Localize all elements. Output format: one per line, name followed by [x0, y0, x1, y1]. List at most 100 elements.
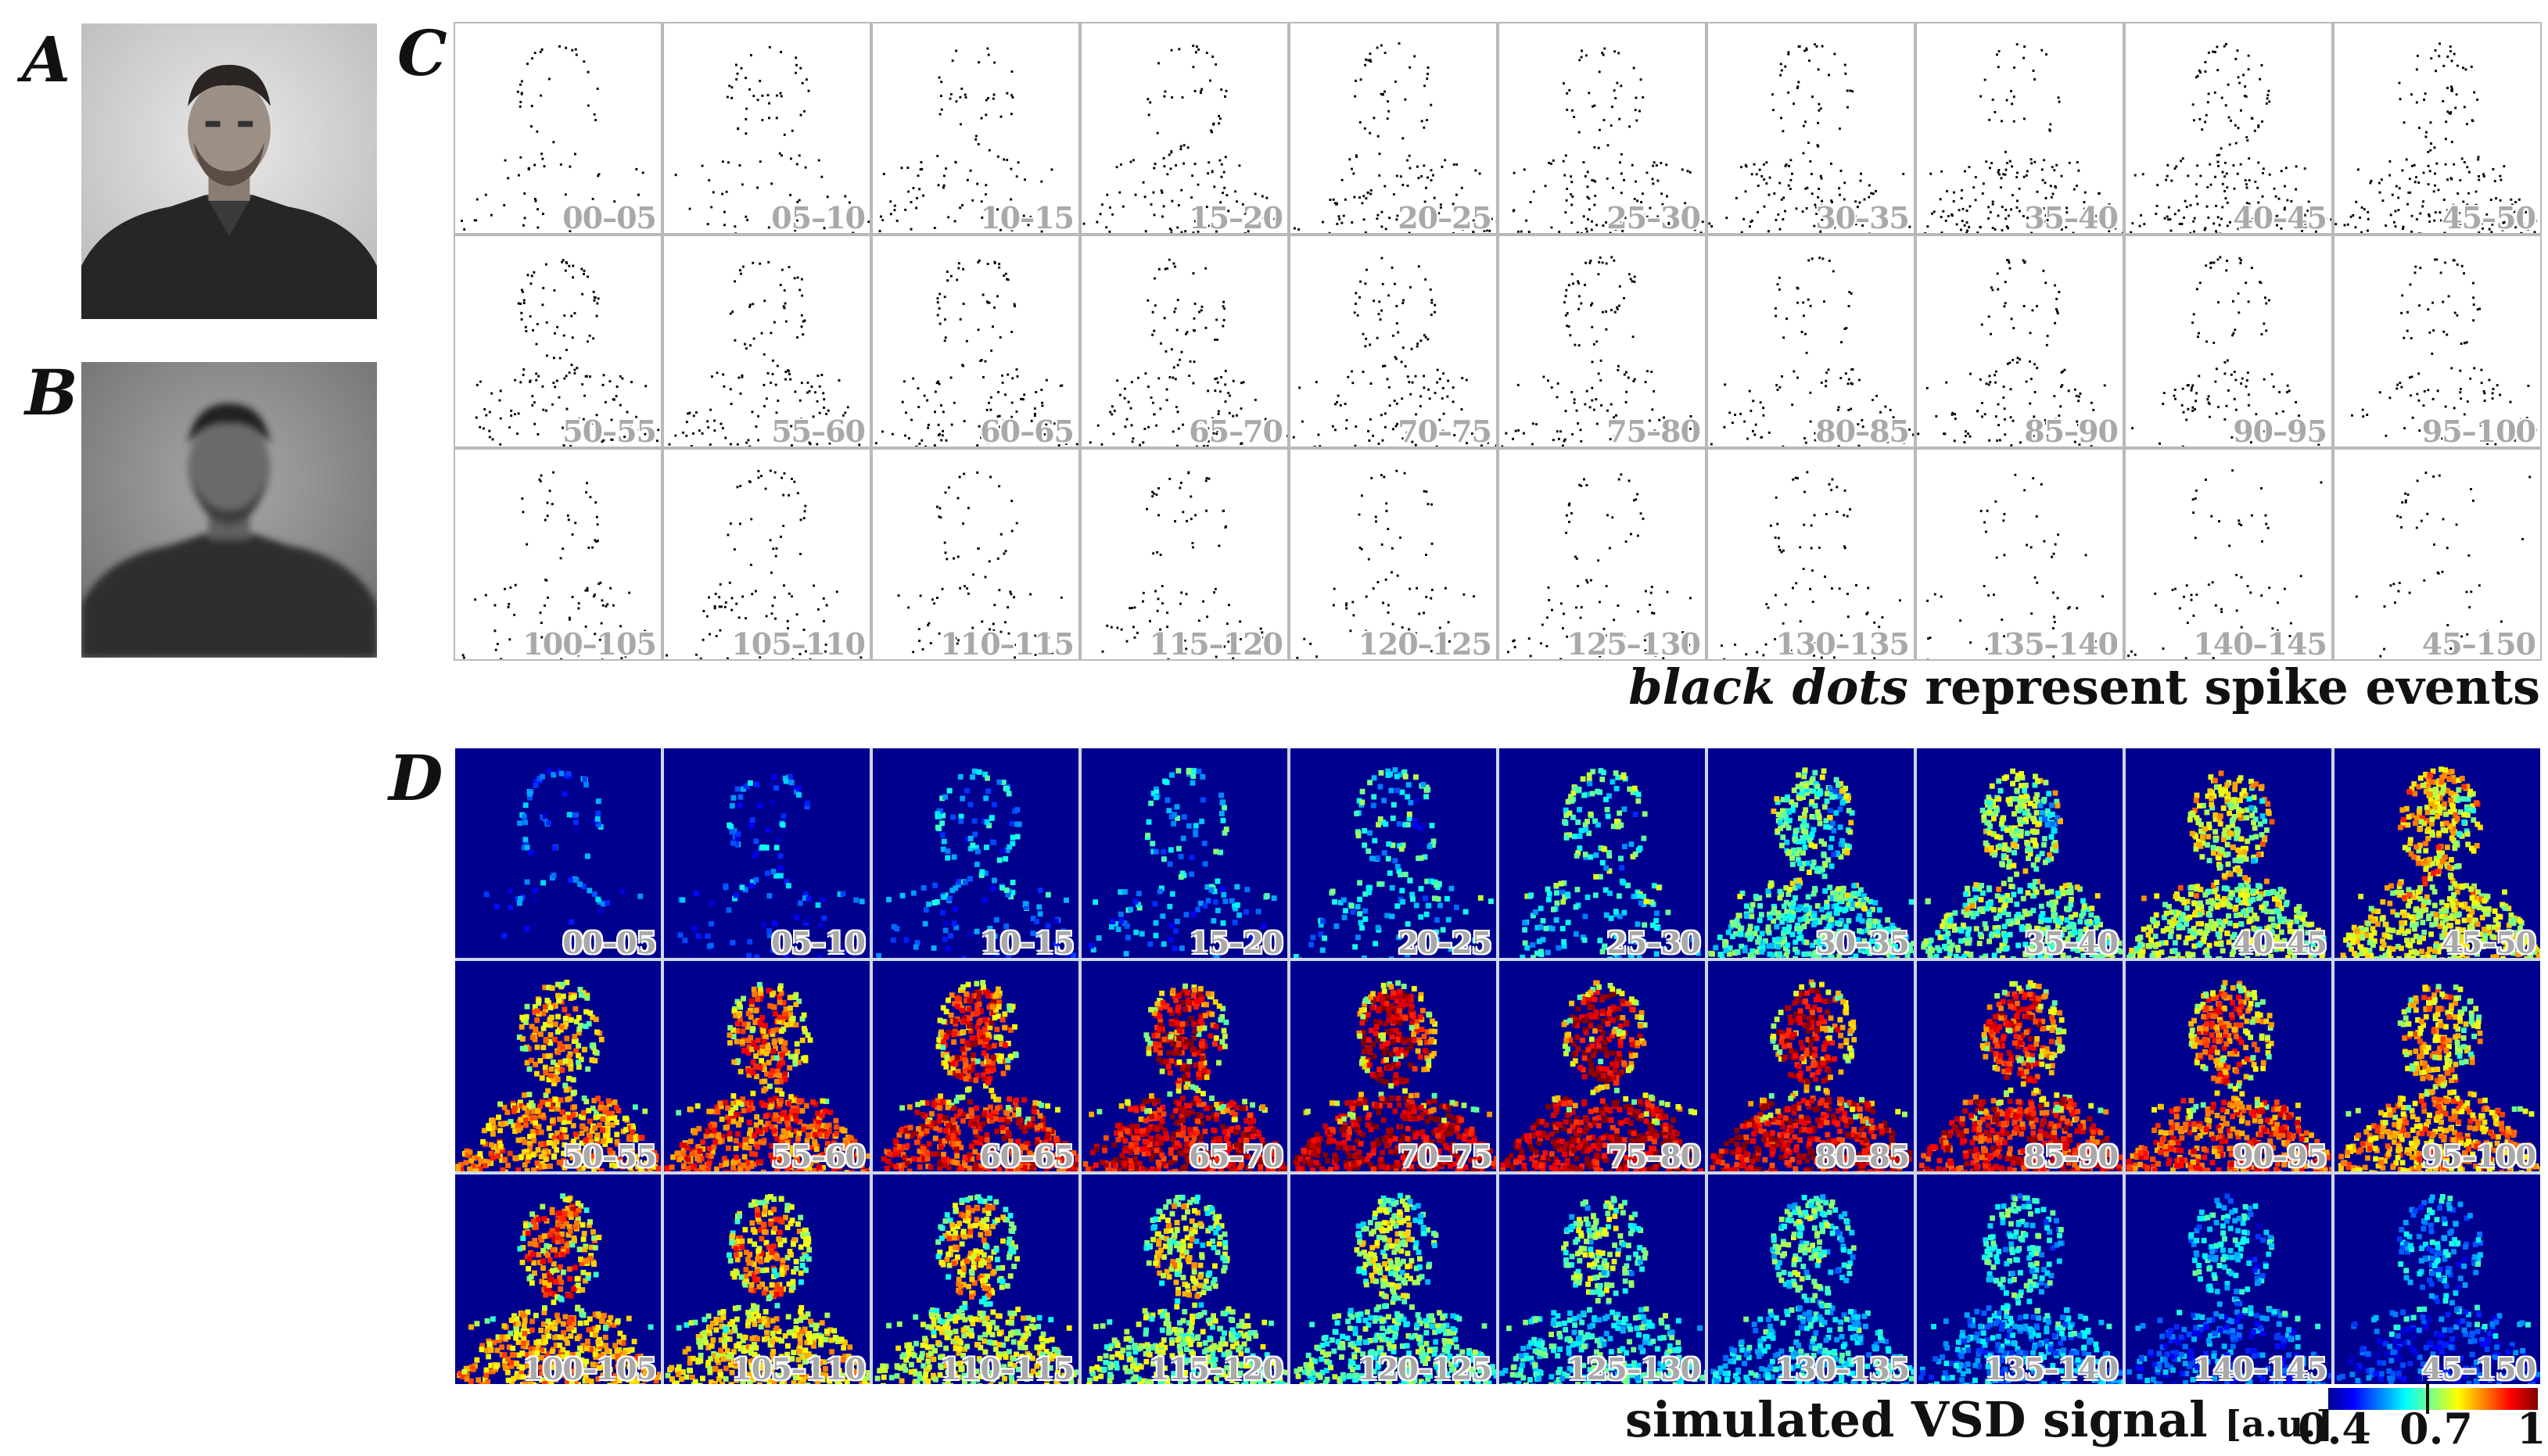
spike-frame: 85–90 [1915, 235, 2124, 448]
frame-time-label: 25–30 [1606, 200, 1701, 234]
spike-frame: 50–55 [454, 235, 662, 448]
colorbar-min-label: 0.4 [2298, 1404, 2371, 1454]
vsd-frame: 00–05 [455, 748, 661, 959]
frame-time-label: 100–105 [522, 1351, 657, 1384]
frame-time-label: 115–120 [1149, 626, 1283, 659]
frame-time-label: 15–20 [1189, 200, 1283, 234]
spike-frame: 130–135 [1706, 447, 1915, 662]
colorbar-mid-tick [2426, 1382, 2429, 1414]
vsd-frame: 120–125 [1290, 1174, 1496, 1384]
vsd-frame: 60–65 [873, 961, 1078, 1171]
caption-rest-part: represent spike events [1907, 658, 2540, 715]
vsd-map [1710, 979, 1914, 1171]
vsd-map [2126, 770, 2331, 959]
spike-frame: 120–125 [1289, 447, 1498, 662]
frame-time-label: 90–95 [2233, 413, 2327, 446]
caption-main-part: simulated VSD signal [1625, 1391, 2225, 1448]
frame-time-label: 140–145 [2193, 626, 2327, 659]
frame-time-label: 40–45 [2233, 200, 2327, 234]
vsd-colorbar [2328, 1388, 2538, 1410]
spike-frame: 25–30 [1498, 21, 1706, 235]
spike-dots [668, 261, 861, 446]
frame-time-label: 140–145 [2193, 1351, 2327, 1384]
frame-time-label: 50–55 [562, 1138, 657, 1171]
spike-frame: 110–115 [871, 447, 1080, 662]
vsd-map [1710, 1193, 1914, 1384]
frame-time-label: 135–140 [1984, 1351, 2119, 1384]
frame-time-label: 45–150 [2421, 1351, 2536, 1384]
vsd-map [1500, 981, 1703, 1171]
vsd-frame: 115–120 [1082, 1174, 1287, 1384]
panel-label-a: A [22, 23, 71, 96]
frame-time-label: 45–50 [2442, 200, 2536, 234]
frame-time-label: 125–130 [1566, 1351, 1701, 1384]
caption-italic-part: black dots [1628, 658, 1908, 715]
spike-dots [1082, 45, 1281, 234]
spike-frame: 100–105 [454, 447, 662, 662]
original-portrait-image [81, 23, 377, 319]
frame-time-label: 55–60 [771, 1138, 866, 1171]
frame-time-label: 80–85 [1815, 1138, 1910, 1171]
frame-time-label: 30–35 [1815, 925, 1910, 959]
vsd-map [1499, 1196, 1705, 1384]
spike-frame: 35–40 [1915, 21, 2124, 235]
vsd-frame: 05–10 [664, 748, 870, 959]
vsd-map [677, 774, 865, 959]
spike-frame: 60–65 [871, 235, 1080, 448]
spike-frame: 15–20 [1080, 21, 1289, 235]
frame-time-label: 60–65 [980, 413, 1075, 446]
frame-time-label: 40–45 [2233, 925, 2327, 959]
vsd-frame: 45–150 [2334, 1174, 2540, 1384]
spike-frame: 105–110 [662, 447, 871, 662]
spike-frame: 20–25 [1289, 21, 1498, 235]
vsd-frame: 70–75 [1290, 961, 1496, 1171]
frame-time-label: 70–75 [1398, 413, 1492, 446]
spike-frame: 115–120 [1080, 447, 1289, 662]
vsd-map [2336, 1193, 2540, 1384]
frame-time-label: 15–20 [1189, 925, 1283, 959]
spike-frame: 80–85 [1706, 235, 1915, 448]
vsd-frame: 35–40 [1917, 748, 2123, 959]
vsd-frame: 45–50 [2334, 748, 2540, 959]
frame-time-label: 10–15 [980, 925, 1075, 959]
vsd-frame: 20–25 [1290, 748, 1496, 959]
frame-time-label: 55–60 [771, 413, 866, 446]
frame-time-label: 35–40 [2024, 200, 2119, 234]
vsd-map [1293, 767, 1494, 959]
vsd-frame: 65–70 [1082, 961, 1287, 1171]
frame-time-label: 00–05 [562, 200, 657, 234]
vsd-map [2126, 980, 2331, 1171]
frame-time-label: 35–40 [2024, 925, 2119, 959]
vsd-frame: 85–90 [1917, 961, 2123, 1171]
frame-time-label: 120–125 [1358, 1351, 1492, 1384]
frame-time-label: 120–125 [1358, 626, 1492, 659]
vsd-frame: 110–115 [873, 1174, 1078, 1384]
spike-frame: 125–130 [1498, 447, 1706, 662]
frame-time-label: 135–140 [1984, 626, 2119, 659]
spike-dots [475, 259, 660, 446]
colorbar-mid-label: 0.7 [2399, 1404, 2473, 1454]
vsd-map [457, 1192, 661, 1384]
vsd-frame: 40–45 [2126, 748, 2331, 959]
frame-time-label: 95–100 [2421, 1138, 2536, 1171]
vsd-frame: 50–55 [455, 961, 661, 1171]
vsd-map [874, 1193, 1078, 1384]
spike-frame: 10–15 [871, 21, 1080, 235]
vsd-map [1294, 1192, 1496, 1384]
vsd-frame: 135–140 [1917, 1174, 2123, 1384]
frame-time-label: 110–115 [940, 1351, 1075, 1384]
vsd-map [460, 768, 644, 959]
spike-frame: 90–95 [2124, 235, 2333, 448]
vsd-frame: 55–60 [664, 961, 870, 1171]
frame-time-label: 125–130 [1566, 626, 1701, 659]
frame-time-label: 25–30 [1606, 925, 1701, 959]
frame-time-label: 95–100 [2421, 413, 2536, 446]
frame-time-label: 85–90 [2024, 1138, 2119, 1171]
panel-label-c: C [397, 16, 447, 90]
vsd-map [1292, 981, 1496, 1171]
frame-time-label: 130–135 [1775, 626, 1910, 659]
vsd-map [1921, 768, 2123, 959]
frame-time-label: 130–135 [1775, 1351, 1910, 1384]
spike-frame: 45–50 [2333, 21, 2542, 235]
spike-frame: 40–45 [2124, 21, 2333, 235]
